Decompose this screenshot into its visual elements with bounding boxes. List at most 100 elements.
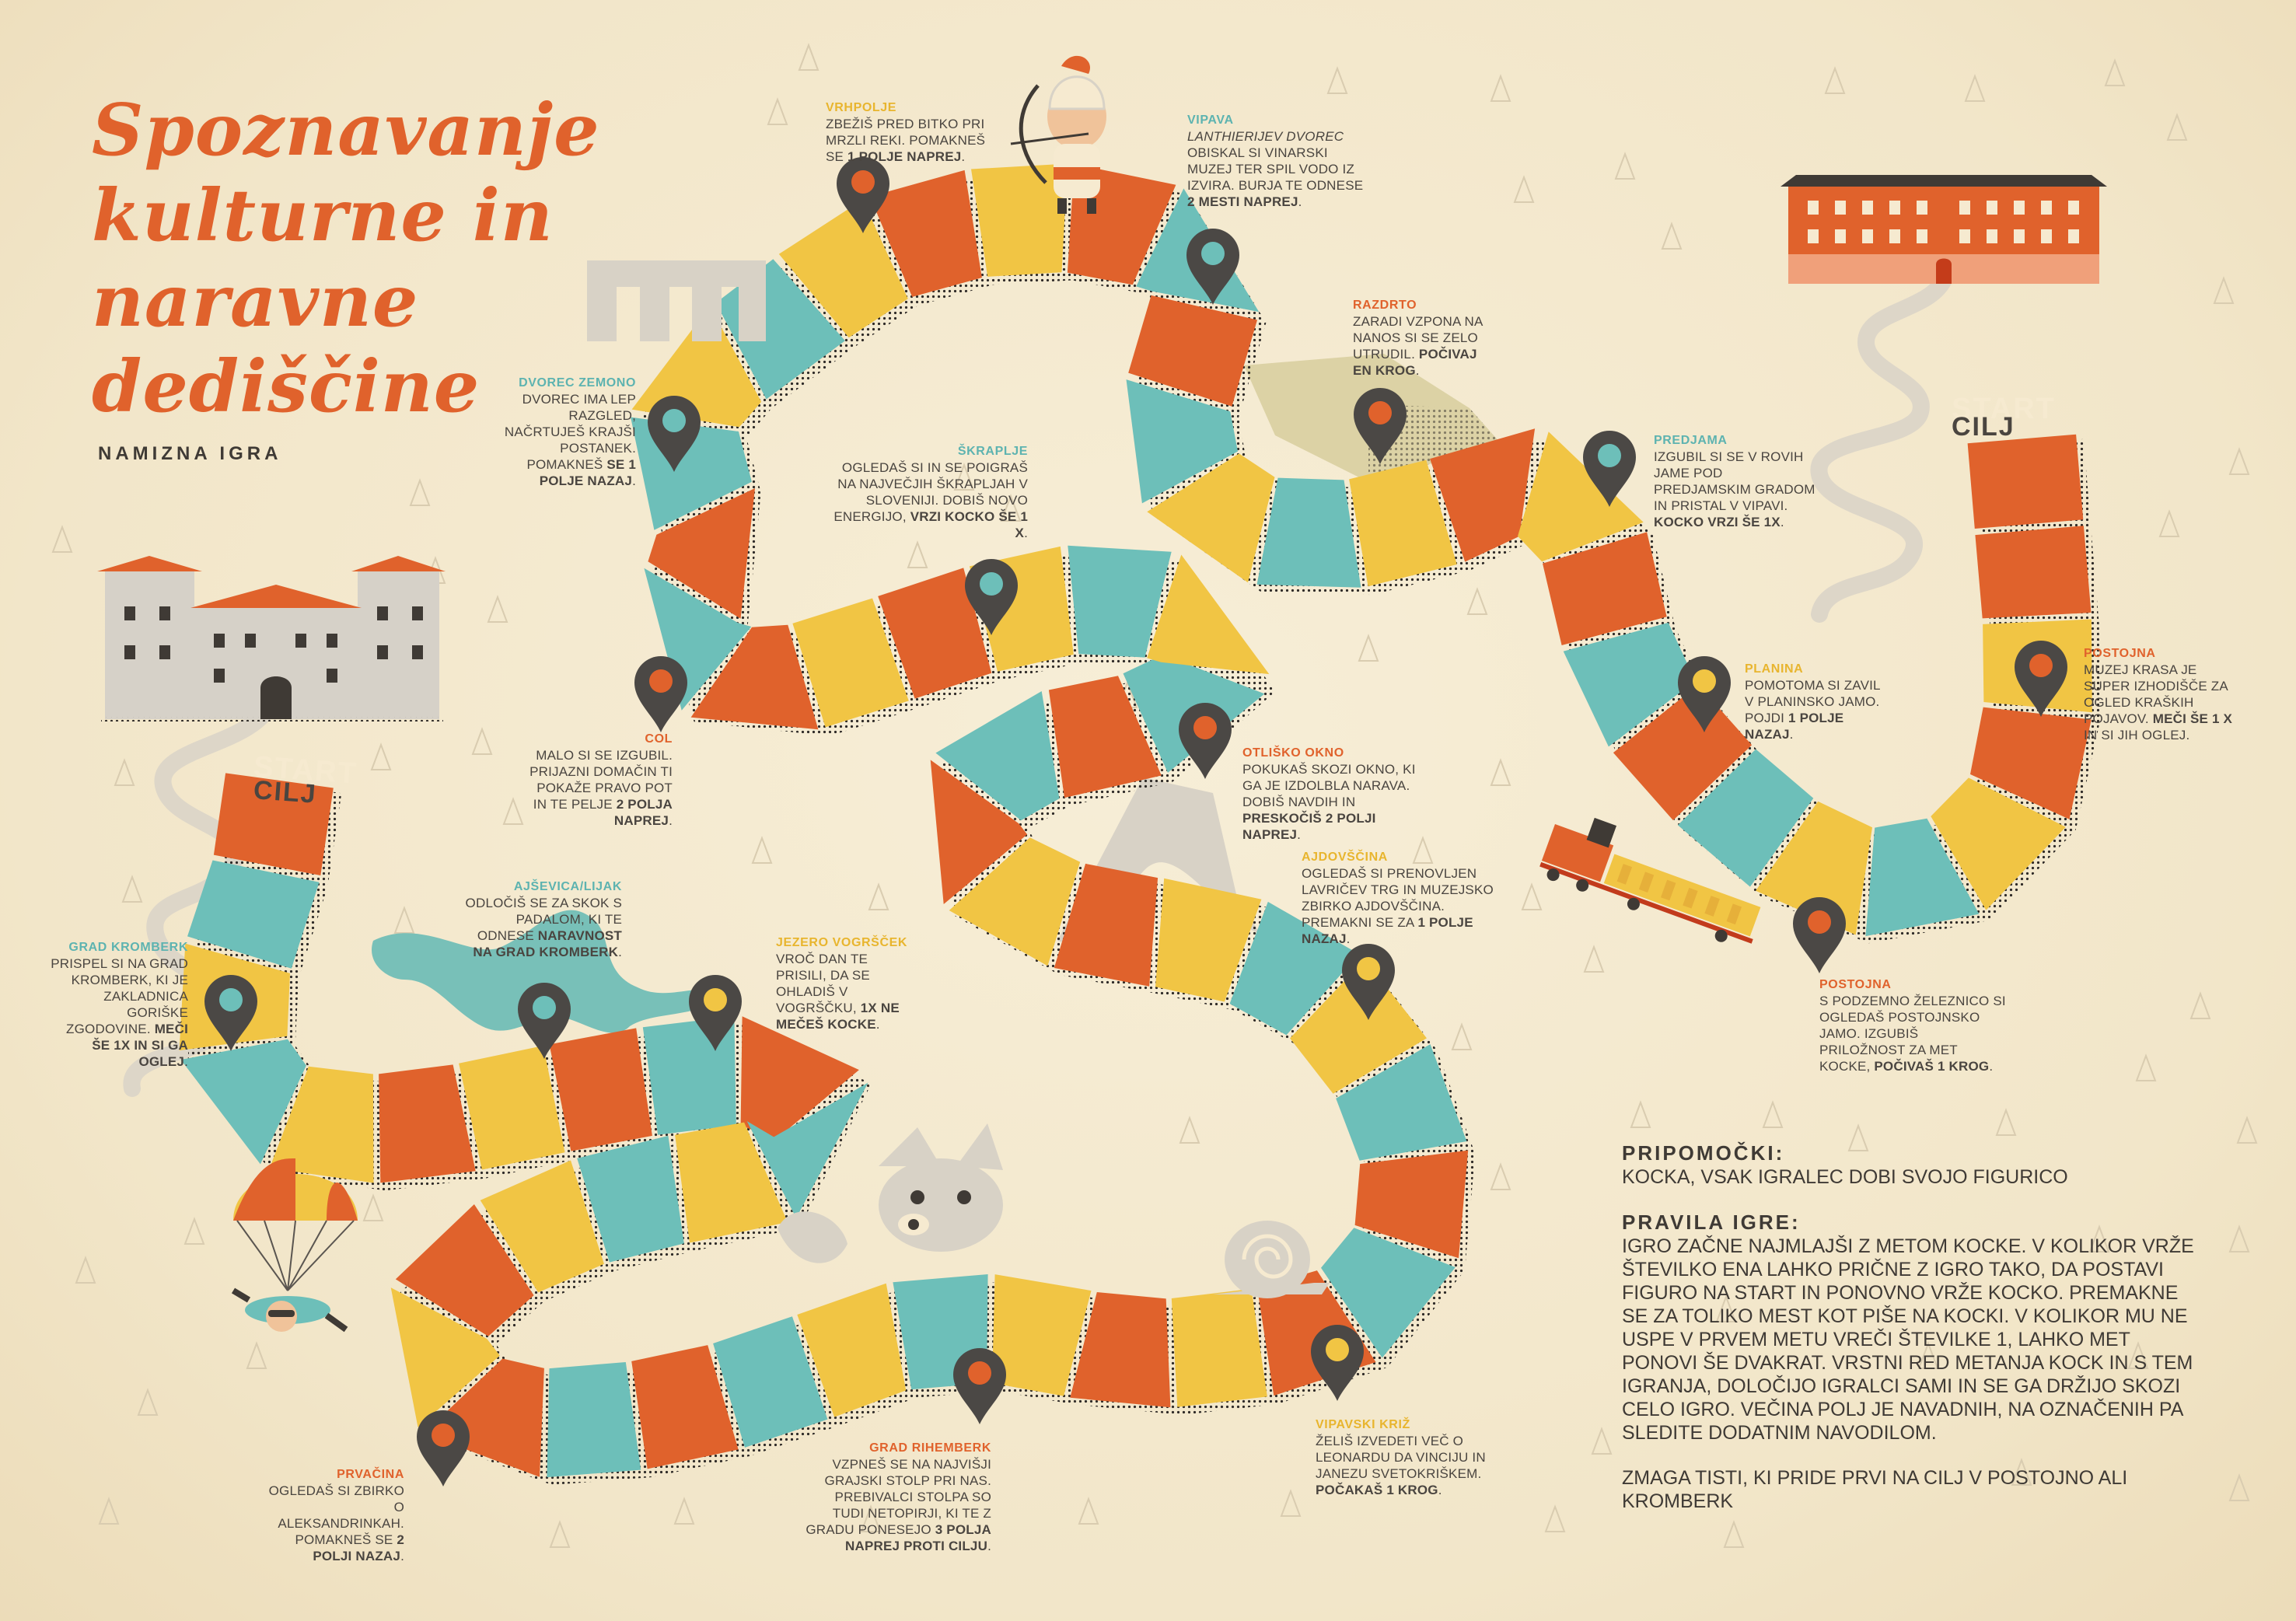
stop-action: POČIVAJ EN KROG bbox=[1353, 347, 1477, 378]
stop-desc: POKUKAŠ SKOZI OKNO, KI GA JE IZDOLBLA NA… bbox=[1242, 762, 1416, 809]
stop-action: 2 MESTI NAPREJ bbox=[1187, 194, 1298, 209]
track-tile[interactable] bbox=[1349, 459, 1457, 587]
track-tile[interactable] bbox=[949, 837, 1081, 966]
track-tile[interactable] bbox=[631, 306, 762, 428]
track-tile[interactable] bbox=[778, 199, 908, 338]
tree-icon bbox=[410, 480, 430, 506]
map-pin-icon[interactable] bbox=[634, 656, 687, 732]
track-tile[interactable] bbox=[1155, 878, 1262, 1002]
stop-prvacina: PRVAČINA OGLEDAŠ SI ZBIRKO O ALEKSANDRIN… bbox=[264, 1466, 404, 1564]
track-tile[interactable] bbox=[930, 760, 1028, 904]
stop-desc: ŽELIŠ IZVEDETI VEČ O LEONARDU DA VINCIJU… bbox=[1316, 1434, 1486, 1481]
track-tile[interactable] bbox=[480, 1160, 604, 1293]
track-tile[interactable] bbox=[971, 163, 1068, 277]
track-tile[interactable] bbox=[740, 1016, 859, 1140]
track-tile[interactable] bbox=[746, 1082, 868, 1218]
building-postojna-illustration bbox=[1781, 175, 2107, 284]
track-tile[interactable] bbox=[1171, 1288, 1267, 1407]
track-tile[interactable] bbox=[690, 624, 819, 730]
title-line: kulturne in bbox=[92, 173, 554, 257]
track-tile[interactable] bbox=[1290, 959, 1427, 1094]
map-pin-icon[interactable] bbox=[953, 1348, 1006, 1424]
track-tile[interactable] bbox=[549, 1028, 652, 1151]
track-tile[interactable] bbox=[390, 1287, 500, 1427]
track-tile[interactable] bbox=[992, 1274, 1092, 1396]
track-tile[interactable] bbox=[648, 488, 755, 619]
map-pin-icon[interactable] bbox=[2015, 641, 2067, 717]
map-pin-icon[interactable] bbox=[1186, 229, 1239, 305]
track-tile[interactable] bbox=[1518, 431, 1644, 562]
track-tile[interactable] bbox=[1126, 379, 1239, 504]
stop-vipavski-kriz: VIPAVSKI KRIŽ ŽELIŠ IZVEDETI VEČ O LEONA… bbox=[1316, 1417, 1494, 1498]
track-tile[interactable] bbox=[1256, 477, 1361, 588]
map-pin-icon[interactable] bbox=[1793, 897, 1846, 973]
track-tile[interactable] bbox=[379, 1064, 476, 1183]
track-tile[interactable] bbox=[1975, 526, 2092, 619]
tree-icon bbox=[75, 1257, 96, 1284]
track-tile[interactable] bbox=[1128, 295, 1257, 407]
track-tile[interactable] bbox=[1054, 863, 1158, 987]
track-tile[interactable] bbox=[1970, 707, 2092, 819]
track-tile[interactable] bbox=[269, 1066, 374, 1183]
track-tile[interactable] bbox=[797, 1283, 907, 1417]
track-tile[interactable] bbox=[423, 1358, 544, 1477]
map-pin-icon[interactable] bbox=[1179, 703, 1232, 779]
track-tile[interactable] bbox=[1321, 1228, 1456, 1358]
track-tile[interactable] bbox=[180, 1039, 306, 1165]
stop-after: . bbox=[1989, 1059, 1994, 1074]
stop-title: VIPAVSKI KRIŽ bbox=[1316, 1418, 1410, 1431]
map-pin-icon[interactable] bbox=[1311, 1325, 1364, 1401]
map-pin-icon[interactable] bbox=[689, 975, 742, 1051]
track-tile[interactable] bbox=[878, 568, 992, 699]
track-tile[interactable] bbox=[713, 1316, 828, 1448]
track-tile[interactable] bbox=[935, 691, 1060, 821]
track-tile[interactable] bbox=[1048, 676, 1162, 798]
track-tile[interactable] bbox=[1229, 901, 1360, 1036]
track-tile[interactable] bbox=[1430, 428, 1536, 562]
track-tile[interactable] bbox=[1865, 818, 1980, 937]
track-tile[interactable] bbox=[1543, 532, 1667, 645]
tree-icon bbox=[1662, 223, 1682, 250]
stop-planina: PLANINA POMOTOMA SI ZAVIL V PLANINSKO JA… bbox=[1745, 661, 1892, 742]
page-title: Spoznavanje kulturne in naravne dediščin… bbox=[92, 87, 620, 429]
map-pin-icon[interactable] bbox=[1583, 431, 1636, 507]
track-tile[interactable] bbox=[1070, 1292, 1171, 1408]
rules-panel: PRIPOMOČKI: KOCKA, VSAK IGRALEC DOBI SVO… bbox=[1622, 1141, 2197, 1535]
track-tile[interactable] bbox=[547, 1362, 641, 1478]
track-tile[interactable] bbox=[577, 1135, 684, 1263]
map-pin-icon[interactable] bbox=[417, 1410, 470, 1486]
track-tile[interactable] bbox=[1147, 554, 1270, 675]
track-tile[interactable] bbox=[1354, 1150, 1469, 1259]
track-tile[interactable] bbox=[1336, 1044, 1467, 1161]
tree-icon bbox=[503, 798, 523, 825]
track-tile[interactable] bbox=[187, 860, 320, 969]
map-pin-icon[interactable] bbox=[965, 559, 1018, 635]
track-tile[interactable] bbox=[459, 1046, 565, 1170]
rules-heading: PRAVILA IGRE: bbox=[1622, 1211, 1801, 1234]
map-pin-icon[interactable] bbox=[518, 983, 571, 1059]
map-pin-icon[interactable] bbox=[204, 975, 257, 1051]
track-tile[interactable] bbox=[1563, 622, 1696, 747]
track-tile[interactable] bbox=[1931, 777, 2066, 910]
track-tile[interactable] bbox=[395, 1204, 534, 1336]
track-tile[interactable] bbox=[1147, 453, 1275, 583]
track-tile[interactable] bbox=[1068, 545, 1172, 658]
track-tile[interactable] bbox=[213, 773, 334, 875]
track-tile[interactable] bbox=[869, 169, 982, 297]
map-pin-icon[interactable] bbox=[1354, 388, 1407, 464]
map-pin-icon[interactable] bbox=[648, 396, 701, 472]
map-pin-icon[interactable] bbox=[1678, 656, 1731, 732]
map-pin-icon[interactable] bbox=[1342, 944, 1395, 1020]
track-tile[interactable] bbox=[792, 598, 909, 728]
stop-after: . bbox=[184, 1054, 188, 1069]
tree-icon bbox=[767, 99, 788, 125]
track-tile[interactable] bbox=[1967, 434, 2084, 529]
map-pin-icon[interactable] bbox=[837, 157, 889, 233]
track-tile[interactable] bbox=[1677, 749, 1814, 887]
track-tile[interactable] bbox=[1756, 801, 1872, 935]
track-tile[interactable] bbox=[644, 568, 752, 711]
track-tile[interactable] bbox=[631, 1345, 739, 1469]
stop-desc: MUZEJ KRASA JE SUPER IZHODIŠČE ZA OGLED … bbox=[2084, 662, 2228, 726]
track-tile[interactable] bbox=[1613, 684, 1753, 821]
track-tile[interactable] bbox=[675, 1122, 788, 1243]
